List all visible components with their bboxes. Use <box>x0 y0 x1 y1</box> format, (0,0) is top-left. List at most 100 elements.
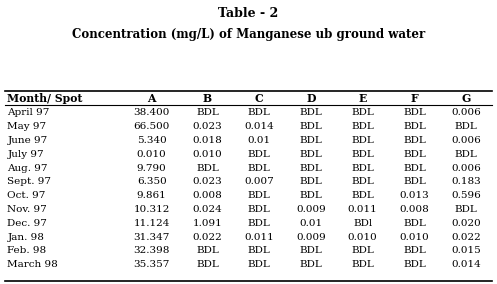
Text: BDL: BDL <box>248 219 270 228</box>
Text: 0.009: 0.009 <box>296 233 326 241</box>
Text: C: C <box>255 93 263 104</box>
Text: BDL: BDL <box>455 122 478 131</box>
Text: BDL: BDL <box>300 122 323 131</box>
Text: 0.183: 0.183 <box>451 178 481 186</box>
Text: BDL: BDL <box>248 260 270 269</box>
Text: BDL: BDL <box>196 246 219 255</box>
Text: 0.008: 0.008 <box>400 205 429 214</box>
Text: 0.01: 0.01 <box>299 219 323 228</box>
Text: BDL: BDL <box>300 191 323 200</box>
Text: July 97: July 97 <box>7 150 44 159</box>
Text: Feb. 98: Feb. 98 <box>7 246 47 255</box>
Text: 0.022: 0.022 <box>451 233 481 241</box>
Text: 0.015: 0.015 <box>451 246 481 255</box>
Text: 0.023: 0.023 <box>193 122 222 131</box>
Text: BDL: BDL <box>403 260 426 269</box>
Text: BDL: BDL <box>403 246 426 255</box>
Text: 0.023: 0.023 <box>193 178 222 186</box>
Text: 0.006: 0.006 <box>451 108 481 118</box>
Text: BDL: BDL <box>455 150 478 159</box>
Text: 11.124: 11.124 <box>134 219 170 228</box>
Text: BDL: BDL <box>248 108 270 118</box>
Text: BDL: BDL <box>196 260 219 269</box>
Text: 10.312: 10.312 <box>134 205 170 214</box>
Text: BDL: BDL <box>403 178 426 186</box>
Text: 5.340: 5.340 <box>137 136 166 145</box>
Text: 6.350: 6.350 <box>137 178 166 186</box>
Text: BDL: BDL <box>248 150 270 159</box>
Text: BDL: BDL <box>300 164 323 173</box>
Text: BDL: BDL <box>300 178 323 186</box>
Text: BDL: BDL <box>351 136 374 145</box>
Text: BDL: BDL <box>403 122 426 131</box>
Text: BDL: BDL <box>403 136 426 145</box>
Text: E: E <box>358 93 367 104</box>
Text: June 97: June 97 <box>7 136 48 145</box>
Text: BDL: BDL <box>300 260 323 269</box>
Text: 0.022: 0.022 <box>193 233 222 241</box>
Text: 0.014: 0.014 <box>451 260 481 269</box>
Text: 0.013: 0.013 <box>400 191 429 200</box>
Text: BDL: BDL <box>248 246 270 255</box>
Text: Jan. 98: Jan. 98 <box>7 233 44 241</box>
Text: March 98: March 98 <box>7 260 58 269</box>
Text: BDL: BDL <box>351 164 374 173</box>
Text: 0.018: 0.018 <box>193 136 222 145</box>
Text: BDL: BDL <box>403 108 426 118</box>
Text: BDL: BDL <box>403 150 426 159</box>
Text: BDL: BDL <box>351 150 374 159</box>
Text: 0.010: 0.010 <box>348 233 378 241</box>
Text: BDL: BDL <box>248 191 270 200</box>
Text: 9.861: 9.861 <box>137 191 166 200</box>
Text: 1.091: 1.091 <box>193 219 222 228</box>
Text: BDL: BDL <box>248 205 270 214</box>
Text: Aug. 97: Aug. 97 <box>7 164 48 173</box>
Text: 32.398: 32.398 <box>134 246 170 255</box>
Text: April 97: April 97 <box>7 108 50 118</box>
Text: BDL: BDL <box>351 122 374 131</box>
Text: BDL: BDL <box>351 191 374 200</box>
Text: 0.007: 0.007 <box>245 178 274 186</box>
Text: 0.006: 0.006 <box>451 136 481 145</box>
Text: 0.011: 0.011 <box>245 233 274 241</box>
Text: BDL: BDL <box>196 108 219 118</box>
Text: BDL: BDL <box>455 205 478 214</box>
Text: 0.006: 0.006 <box>451 164 481 173</box>
Text: BDL: BDL <box>300 246 323 255</box>
Text: BDL: BDL <box>248 164 270 173</box>
Text: 0.010: 0.010 <box>193 150 222 159</box>
Text: BDL: BDL <box>300 136 323 145</box>
Text: BDL: BDL <box>351 246 374 255</box>
Text: B: B <box>203 93 212 104</box>
Text: 0.014: 0.014 <box>245 122 274 131</box>
Text: 35.357: 35.357 <box>134 260 170 269</box>
Text: BDL: BDL <box>403 219 426 228</box>
Text: D: D <box>306 93 316 104</box>
Text: BDL: BDL <box>403 164 426 173</box>
Text: BDl: BDl <box>353 219 372 228</box>
Text: BDL: BDL <box>300 108 323 118</box>
Text: 0.596: 0.596 <box>451 191 481 200</box>
Text: 0.020: 0.020 <box>451 219 481 228</box>
Text: May 97: May 97 <box>7 122 47 131</box>
Text: BDL: BDL <box>351 108 374 118</box>
Text: 0.024: 0.024 <box>193 205 222 214</box>
Text: 0.011: 0.011 <box>348 205 378 214</box>
Text: A: A <box>148 93 156 104</box>
Text: 31.347: 31.347 <box>134 233 170 241</box>
Text: 0.010: 0.010 <box>400 233 429 241</box>
Text: BDL: BDL <box>351 260 374 269</box>
Text: 0.009: 0.009 <box>296 205 326 214</box>
Text: BDL: BDL <box>351 178 374 186</box>
Text: Month/ Spot: Month/ Spot <box>7 93 83 104</box>
Text: 0.008: 0.008 <box>193 191 222 200</box>
Text: 0.010: 0.010 <box>137 150 166 159</box>
Text: 66.500: 66.500 <box>134 122 170 131</box>
Text: Nov. 97: Nov. 97 <box>7 205 47 214</box>
Text: 0.01: 0.01 <box>248 136 271 145</box>
Text: Oct. 97: Oct. 97 <box>7 191 46 200</box>
Text: 38.400: 38.400 <box>134 108 170 118</box>
Text: G: G <box>462 93 471 104</box>
Text: BDL: BDL <box>196 164 219 173</box>
Text: Sept. 97: Sept. 97 <box>7 178 52 186</box>
